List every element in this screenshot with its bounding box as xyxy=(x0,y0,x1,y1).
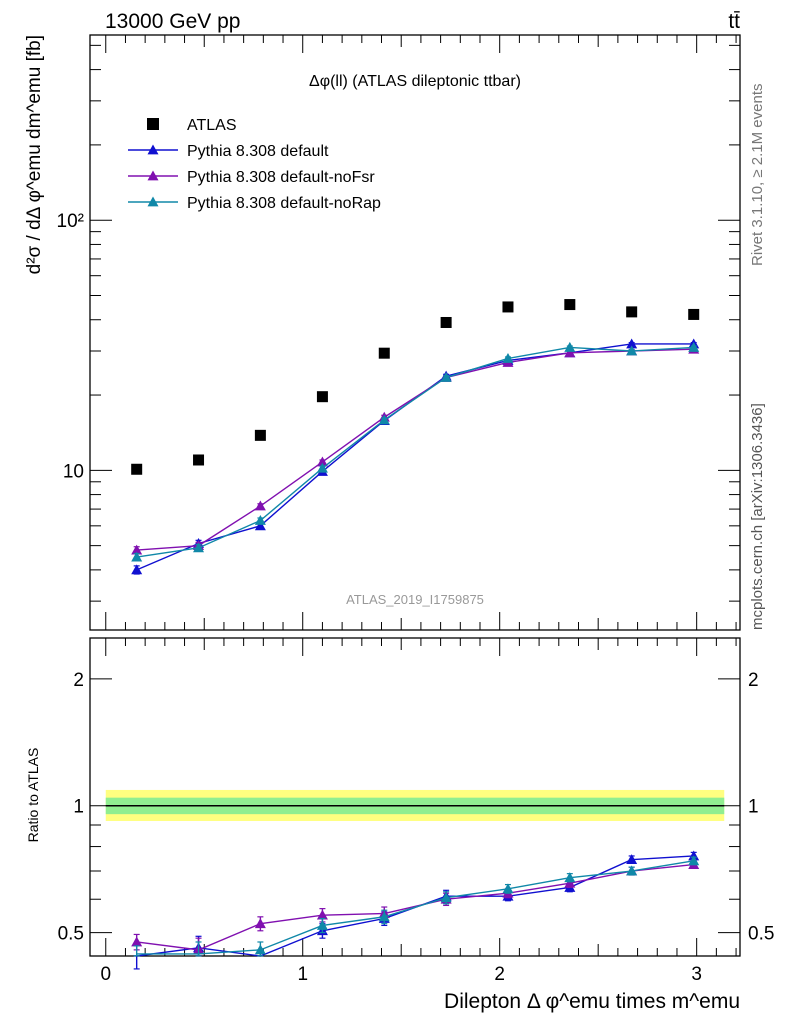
marker-noFsr xyxy=(316,909,328,920)
mcplots-label: mcplots.cern.ch [arXiv:1306.3436] xyxy=(749,403,766,630)
ratio-frame xyxy=(89,637,741,957)
marker-noRap xyxy=(626,345,638,356)
ratio-ytick-label-right: 1 xyxy=(748,797,759,818)
marker-noFsr xyxy=(564,877,576,888)
ratio-xtick-label: 0 xyxy=(100,964,111,985)
series-line-noRap xyxy=(136,346,694,558)
data-point-atlas xyxy=(193,454,205,466)
energy-label: 13000 GeV pp xyxy=(105,10,240,33)
marker-noRap xyxy=(688,341,700,352)
series-line-noRap xyxy=(136,860,694,955)
ratio-xtick-label: 1 xyxy=(297,964,308,985)
legend-marker-default xyxy=(147,144,159,155)
marker-noRap xyxy=(440,892,452,903)
data-point-atlas xyxy=(440,316,452,328)
series-line-noFsr xyxy=(136,863,694,951)
data-point-atlas xyxy=(626,306,638,318)
marker-noRap xyxy=(193,542,205,553)
data-point-atlas xyxy=(131,463,143,475)
marker-default xyxy=(626,854,638,865)
data-point-atlas xyxy=(378,347,390,359)
ratio-ytick-label: 0.5 xyxy=(58,924,84,945)
ratio-plot: 0 1 2 3 0.5 0.5 1 1 2 2 Ratio to ATLAS Dilepton Δ… xyxy=(25,637,774,1013)
marker-default xyxy=(131,564,143,575)
data-point-atlas xyxy=(502,301,514,313)
main-ytick-label: 10² xyxy=(57,211,84,232)
legend-label: ATLAS xyxy=(187,117,237,134)
main-frame xyxy=(89,34,741,631)
main-ylabel: d²σ / dΔ φ^emu dm^emu [fb] xyxy=(24,35,45,274)
marker-noRap xyxy=(564,341,576,352)
main-plot: 10 10² Δφ(ll) (ATLAS dileptonic ttbar) AT… xyxy=(24,34,741,631)
marker-noRap xyxy=(626,865,638,876)
marker-noRap xyxy=(502,883,514,894)
rivet-label: Rivet 3.1.10, ≥ 2.1M events xyxy=(749,84,766,267)
legend-label: Pythia 8.308 default-noFsr xyxy=(187,169,375,186)
legend-marker-noRap xyxy=(147,196,159,207)
legend-marker-noFsr xyxy=(147,170,159,181)
legend-label: Pythia 8.308 default-noRap xyxy=(187,195,381,212)
legend-label: Pythia 8.308 default xyxy=(187,143,329,160)
ratio-ytick-label: 2 xyxy=(73,670,84,691)
ratio-ytick-label-right: 2 xyxy=(748,670,759,691)
marker-noRap xyxy=(564,872,576,883)
ratio-ylabel: Ratio to ATLAS xyxy=(25,748,41,843)
ratio-ytick-label-right: 0.5 xyxy=(748,924,774,945)
legend-marker-atlas xyxy=(147,118,159,130)
marker-noRap xyxy=(316,462,328,473)
marker-noFsr xyxy=(131,544,143,555)
marker-noFsr xyxy=(254,500,266,511)
data-point-atlas xyxy=(564,299,576,311)
marker-default xyxy=(626,338,638,349)
series-line-noFsr xyxy=(136,348,694,551)
marker-noRap xyxy=(502,352,514,363)
marker-default xyxy=(254,520,266,531)
ratio-ytick-label: 1 xyxy=(73,797,84,818)
ratio-xlabel: Dilepton Δ φ^emu times m^emu xyxy=(444,990,740,1013)
legend: ATLAS Pythia 8.308 default Pythia 8.308 de… xyxy=(128,117,381,212)
marker-noRap xyxy=(378,414,390,425)
marker-noRap xyxy=(131,551,143,562)
data-point-atlas xyxy=(316,391,328,403)
series-line-default xyxy=(136,343,694,571)
main-ytick-label: 10 xyxy=(63,461,84,482)
data-point-atlas xyxy=(688,308,700,320)
marker-noFsr xyxy=(131,936,143,947)
ratio-xtick-label: 2 xyxy=(494,964,505,985)
marker-noRap xyxy=(254,515,266,525)
marker-noRap xyxy=(688,855,700,866)
marker-noRap xyxy=(254,944,266,955)
marker-noFsr xyxy=(316,456,328,467)
ratio-xtick-label: 3 xyxy=(691,964,702,985)
watermark: ATLAS_2019_I1759875 xyxy=(346,592,484,607)
main-title: Δφ(ll) (ATLAS dileptonic ttbar) xyxy=(309,73,521,90)
marker-noRap xyxy=(378,911,390,922)
marker-noRap xyxy=(316,919,328,930)
marker-noRap xyxy=(440,372,452,382)
data-point-atlas xyxy=(254,429,266,441)
marker-noFsr xyxy=(254,918,266,929)
process-label: tt̄ xyxy=(728,10,740,33)
marker-noFsr xyxy=(564,347,576,358)
